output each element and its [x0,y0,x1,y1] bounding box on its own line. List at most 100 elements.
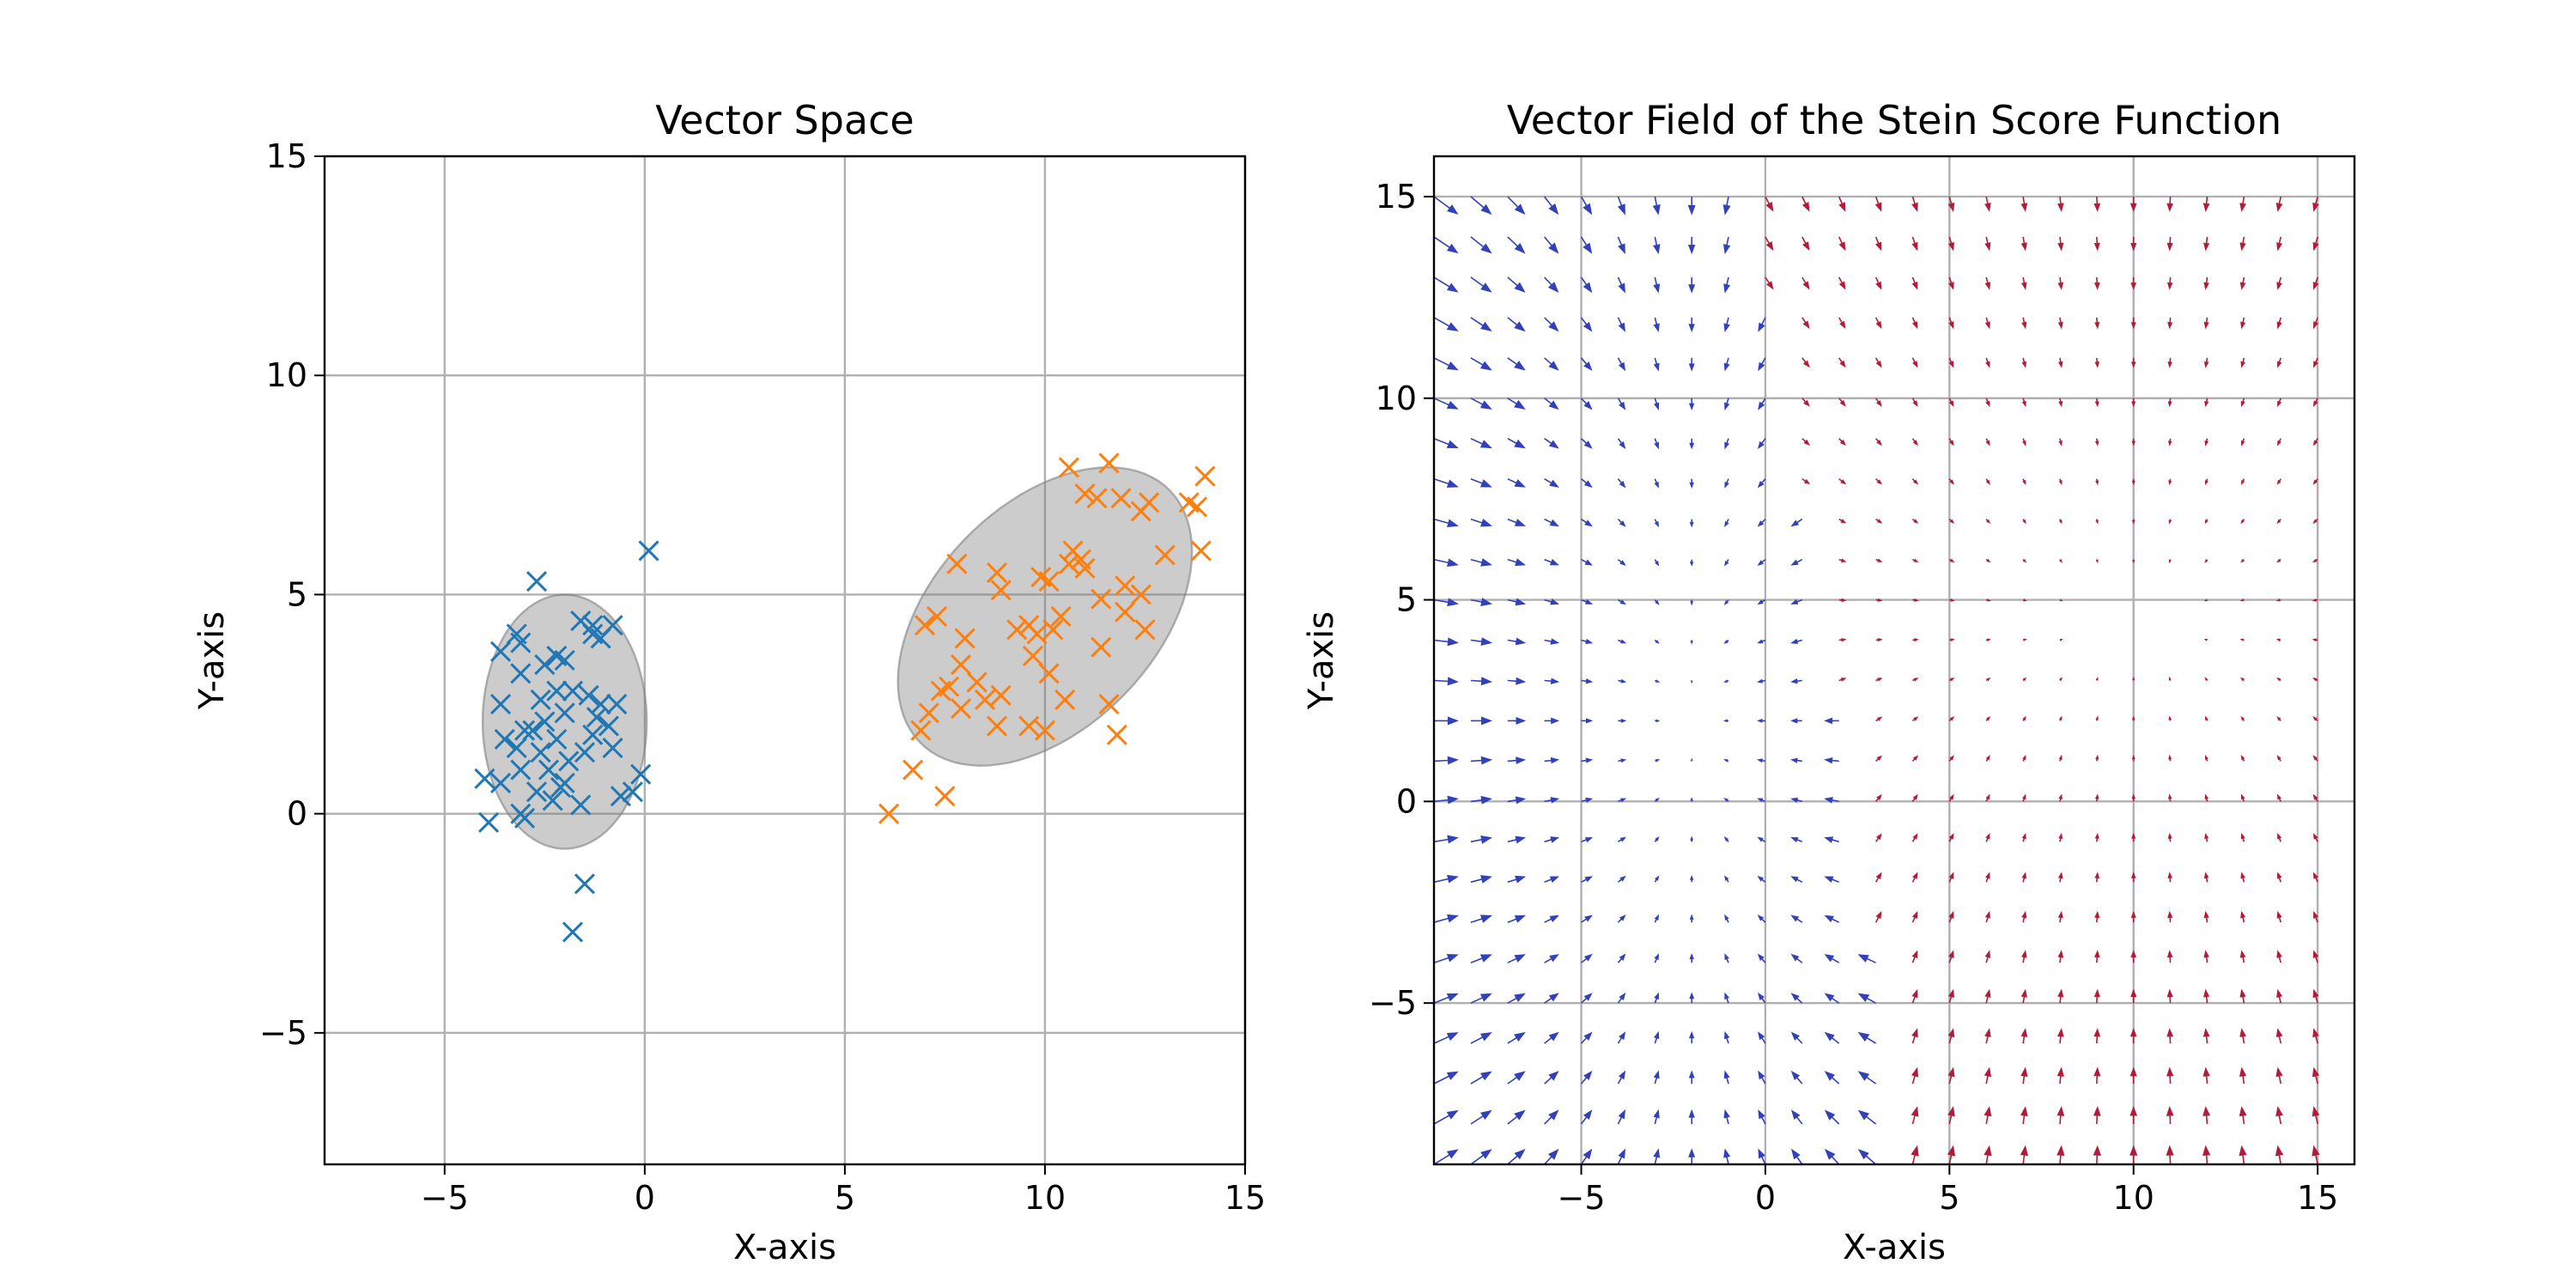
vector-arrow-cluster-1 [1433,835,1459,844]
vector-arrow-cluster-1 [1824,717,1839,725]
vector-arrow-cluster-2 [2276,677,2281,682]
vector-arrow-cluster-1 [1653,1030,1660,1044]
scatter-point-series-1 [510,632,532,653]
vector-arrow-cluster-2 [2022,478,2026,485]
vector-arrow-cluster-2 [2131,754,2136,762]
vector-arrow-cluster-1 [1617,875,1626,883]
vector-arrow-cluster-2 [2240,832,2245,842]
vector-arrow-cluster-2 [2167,910,2173,923]
x-tick-label: 0 [635,1179,655,1217]
scatter-point-series-1 [490,693,512,715]
scatter-point-series-2 [974,689,996,710]
vector-arrow-cluster-2 [2276,988,2283,1004]
vector-arrow-cluster-1 [1617,558,1626,567]
vector-arrow-cluster-1 [1470,835,1493,844]
vector-arrow-cluster-1 [1544,756,1560,764]
vector-arrow-cluster-2 [2131,438,2136,447]
vector-arrow-cluster-2 [1838,558,1847,562]
scatter-point-series-2 [1130,501,1151,522]
vector-arrow-cluster-2 [1948,357,1954,368]
vector-arrow-cluster-2 [2276,910,2282,923]
vector-arrow-cluster-2 [1838,637,1847,642]
vector-arrow-cluster-1 [1544,876,1559,884]
vector-arrow-cluster-1 [1507,276,1526,293]
vector-arrow-cluster-1 [1581,638,1594,645]
vector-arrow-cluster-2 [1911,872,1918,883]
vector-arrow-cluster-1 [1544,1071,1559,1084]
vector-arrow-cluster-1 [1652,196,1661,216]
vector-arrow-cluster-1 [1581,718,1594,724]
scatter-point-series-1 [586,707,607,728]
vector-arrow-cluster-2 [1911,518,1919,524]
vector-arrow-cluster-2 [1947,196,1955,212]
vector-arrow-cluster-1 [1790,953,1803,963]
vector-arrow-cluster-1 [1758,357,1766,372]
vector-arrow-cluster-2 [2312,1106,2320,1125]
vector-arrow-cluster-2 [2239,1028,2246,1044]
vector-arrow-cluster-2 [1875,677,1883,682]
vector-arrow-cluster-2 [2204,793,2209,802]
vector-arrow-cluster-2 [2058,832,2063,842]
scatter-point-series-2 [1074,557,1096,579]
vector-arrow-cluster-2 [2275,1106,2283,1125]
vector-arrow-cluster-2 [1838,677,1847,682]
vector-arrow-cluster-1 [1688,1148,1696,1164]
vector-arrow-cluster-1 [1757,992,1766,1004]
vector-arrow-cluster-1 [1470,1071,1492,1084]
vector-arrow-cluster-2 [2057,1028,2064,1044]
vector-arrow-cluster-1 [1654,914,1660,923]
vector-arrow-cluster-1 [1617,357,1626,372]
vector-arrow-cluster-1 [1689,875,1694,883]
scatter-ticks: −5 0 5 10 15 −5 0 5 10 15 [259,137,1266,1217]
vector-arrow-cluster-2 [1911,1145,1919,1165]
vector-arrow-cluster-1 [1724,992,1730,1004]
scatter-point-series-1 [638,540,659,562]
vector-arrow-cluster-2 [1948,398,1954,408]
vector-arrow-cluster-2 [1984,1145,1992,1165]
vector-arrow-cluster-1 [1690,599,1694,606]
vector-arrow-cluster-2 [1948,478,1954,485]
vector-arrow-cluster-1 [1581,876,1594,884]
vector-arrow-cluster-1 [1688,1070,1695,1084]
vector-arrow-cluster-1 [1581,678,1594,684]
scatter-point-series-2 [986,715,1008,737]
vector-arrow-cluster-2 [2276,950,2282,963]
vector-arrow-cluster-1 [1433,756,1459,765]
vector-arrow-cluster-2 [1984,1106,1992,1125]
vector-arrow-cluster-2 [2312,196,2319,212]
vector-arrow-cluster-1 [1580,1031,1593,1044]
scatter-point-series-1 [582,724,604,745]
vector-arrow-cluster-2 [1911,793,1918,802]
vector-arrow-cluster-2 [2204,559,2208,563]
vector-arrow-cluster-2 [2167,317,2173,330]
vector-arrow-cluster-1 [1617,519,1626,527]
vector-arrow-cluster-2 [2312,793,2318,802]
vector-arrow-cluster-2 [2312,1028,2319,1044]
vector-arrow-cluster-2 [1838,478,1847,485]
vector-arrow-cluster-1 [1757,836,1766,842]
vector-arrow-cluster-2 [2202,1028,2210,1044]
vector-arrow-cluster-2 [2312,950,2319,963]
vector-arrow-cluster-1 [1723,679,1729,683]
vector-arrow-cluster-2 [1985,438,1990,447]
vector-arrow-cluster-2 [2312,438,2318,447]
vector-arrow-cluster-2 [1838,518,1847,524]
vector-arrow-cluster-1 [1790,836,1803,843]
vector-arrow-cluster-2 [1911,755,1919,762]
vector-arrow-cluster-1 [1544,357,1559,371]
vector-arrow-cluster-2 [2203,598,2208,602]
vector-arrow-cluster-1 [1543,236,1559,254]
scatter-point-series-1 [610,786,631,807]
vector-arrow-cluster-1 [1507,518,1527,526]
vector-arrow-cluster-2 [2130,317,2136,330]
vector-arrow-cluster-2 [2130,236,2137,252]
vector-arrow-cluster-1 [1790,1148,1803,1165]
vector-arrow-cluster-1 [1688,357,1695,372]
vector-arrow-cluster-1 [1433,795,1459,805]
vector-arrow-cluster-2 [1948,872,1954,883]
vector-arrow-cluster-1 [1507,1109,1526,1125]
vector-arrow-cluster-1 [1470,1149,1492,1165]
vector-arrow-cluster-2 [2276,558,2281,563]
vector-arrow-cluster-1 [1507,357,1526,371]
vector-arrow-cluster-2 [1948,833,1954,842]
